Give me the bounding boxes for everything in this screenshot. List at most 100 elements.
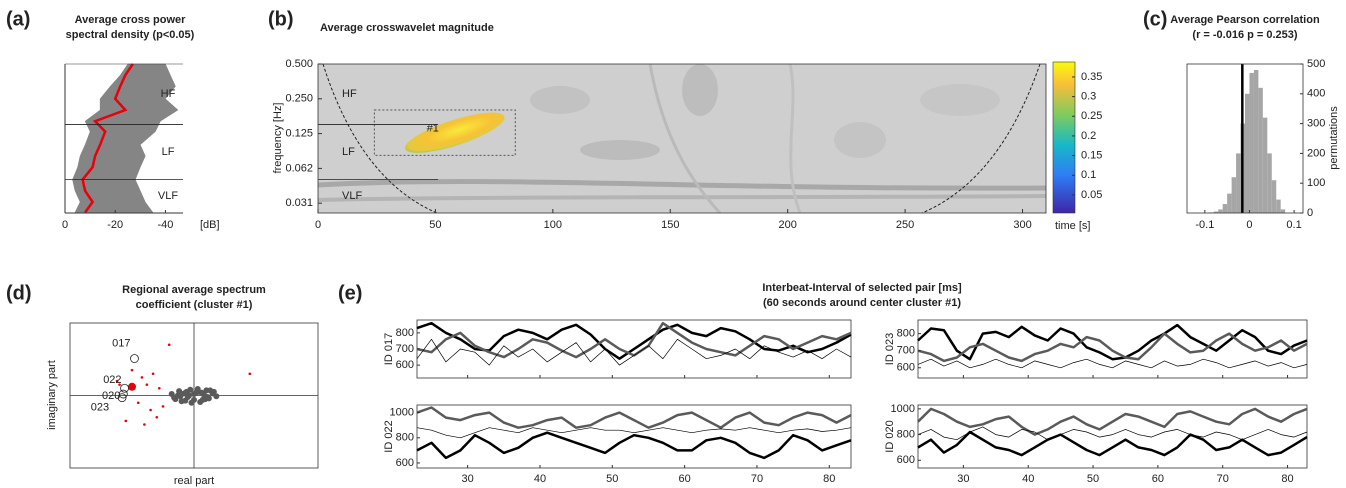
- colorbar-tick-label: 0.3: [1081, 91, 1096, 103]
- highlight-ring: [118, 389, 128, 399]
- y-axis-label: imaginary part: [46, 360, 58, 430]
- scatter-point: [157, 386, 161, 390]
- plot-frame: [917, 319, 1308, 379]
- y-tick-label: 1000: [390, 406, 414, 418]
- y-tick-label: 500: [1307, 58, 1325, 70]
- x-tick-label: 80: [823, 473, 835, 485]
- title: Average cross power: [75, 14, 187, 26]
- ibi-line: [416, 338, 852, 366]
- x-tick-label: 30: [462, 473, 474, 485]
- ibi-line: [416, 427, 852, 439]
- histogram-bar: [1267, 153, 1272, 213]
- y-tick-label: 0.031: [285, 197, 313, 209]
- scatter-point: [194, 385, 201, 392]
- ibi-line: [917, 430, 1308, 457]
- y-tick-label: 700: [897, 345, 915, 357]
- title: Average crosswavelet magnitude: [320, 22, 494, 34]
- colorbar-tick-label: 0.15: [1081, 149, 1102, 161]
- highlight-ring: [130, 354, 139, 363]
- title: Regional average spectrum: [122, 284, 266, 296]
- histogram-bar: [1280, 209, 1286, 213]
- scatter-point: [124, 419, 128, 423]
- band-label: VLF: [342, 190, 362, 202]
- x-tick-label: -0.1: [1195, 219, 1214, 231]
- y-tick-label: 300: [1307, 118, 1325, 130]
- x-tick-label: 30: [957, 473, 969, 485]
- y-tick-label: 800: [897, 428, 915, 440]
- ibi-line: [917, 407, 1308, 436]
- colorbar-tick-label: 0.05: [1081, 189, 1102, 201]
- panel-label: (e): [338, 282, 362, 304]
- y-tick-label: 800: [897, 328, 915, 340]
- scatter-point: [248, 372, 252, 376]
- y-tick-label: 0.500: [285, 58, 313, 70]
- scatter-point: [155, 415, 159, 419]
- title: Average Pearson correlation: [1170, 14, 1320, 26]
- x-tick-label: 70: [751, 473, 763, 485]
- scatter-point: [115, 379, 119, 383]
- scatter-point: [145, 383, 149, 386]
- band-label: HF: [161, 88, 176, 100]
- y-tick-label: 600: [396, 457, 414, 469]
- y-tick-label: 0: [1307, 207, 1313, 219]
- y-tick-label: 600: [396, 359, 414, 371]
- y-tick-label: 600: [897, 362, 915, 374]
- scatter-point: [130, 368, 134, 372]
- x-tick-label: 70: [1217, 473, 1229, 485]
- histogram-bar: [1227, 193, 1232, 213]
- y-axis-label: ID 022: [383, 420, 395, 452]
- scatter-point: [207, 387, 214, 394]
- y-tick-label: 400: [1307, 88, 1325, 100]
- title: spectral density (p<0.05): [66, 29, 195, 41]
- plot-frame: [416, 404, 852, 469]
- colorbar-tick-label: 0.25: [1081, 110, 1102, 122]
- point-label: 023: [91, 402, 109, 414]
- panel-label: (b): [268, 8, 294, 30]
- x-axis-label: real part: [174, 475, 214, 487]
- ibi-line: [416, 406, 852, 429]
- histogram-bar: [1245, 93, 1250, 213]
- cone-of-influence: [322, 63, 1041, 214]
- histogram-bar: [1253, 69, 1259, 214]
- y-tick-label: 800: [396, 432, 414, 444]
- subtitle: (60 seconds around center cluster #1): [763, 297, 961, 309]
- histogram-bar: [1218, 209, 1223, 213]
- ibi-line: [416, 321, 852, 359]
- band-label: HF: [342, 88, 357, 100]
- scatter-point: [191, 391, 197, 398]
- colorbar-tick-label: 0.2: [1081, 130, 1096, 142]
- scatter-point: [149, 408, 152, 412]
- title: coefficient (cluster #1): [136, 299, 253, 311]
- band-label: LF: [162, 146, 175, 158]
- ibi-line: [917, 426, 1308, 441]
- scatter-point: [167, 343, 171, 347]
- colorbar-tick-label: 0.1: [1081, 169, 1096, 181]
- ibi-line: [416, 431, 852, 460]
- point-label: 022: [103, 374, 121, 386]
- panel-label: (d): [6, 282, 32, 304]
- cluster-blob: [405, 112, 505, 153]
- x-tick-label: 300: [1013, 219, 1031, 231]
- scatter-point: [213, 393, 220, 400]
- y-tick-label: 0.125: [285, 127, 313, 139]
- x-tick-label: 50: [606, 473, 618, 485]
- point-label: 017: [112, 337, 130, 349]
- y-axis-label: ID 020: [884, 420, 896, 452]
- cluster-label: #1: [427, 123, 439, 135]
- x-tick-label: 0: [1246, 219, 1252, 231]
- histogram-bar: [1271, 180, 1277, 213]
- scatter-point: [186, 392, 193, 399]
- scatter-point: [140, 376, 144, 379]
- y-tick-label: 700: [396, 343, 414, 355]
- colorbar: [1052, 61, 1076, 214]
- ibi-line: [917, 323, 1308, 361]
- histogram-bar: [1231, 177, 1237, 213]
- scatter-point: [202, 396, 209, 403]
- plot-frame: [917, 404, 1308, 469]
- plot-frame: [317, 63, 1047, 214]
- scatter-point: [188, 399, 195, 406]
- histogram-bar: [1276, 199, 1281, 213]
- spectral-line: [81, 63, 134, 214]
- y-tick-label: 600: [897, 454, 915, 466]
- scatter-point: [161, 405, 165, 408]
